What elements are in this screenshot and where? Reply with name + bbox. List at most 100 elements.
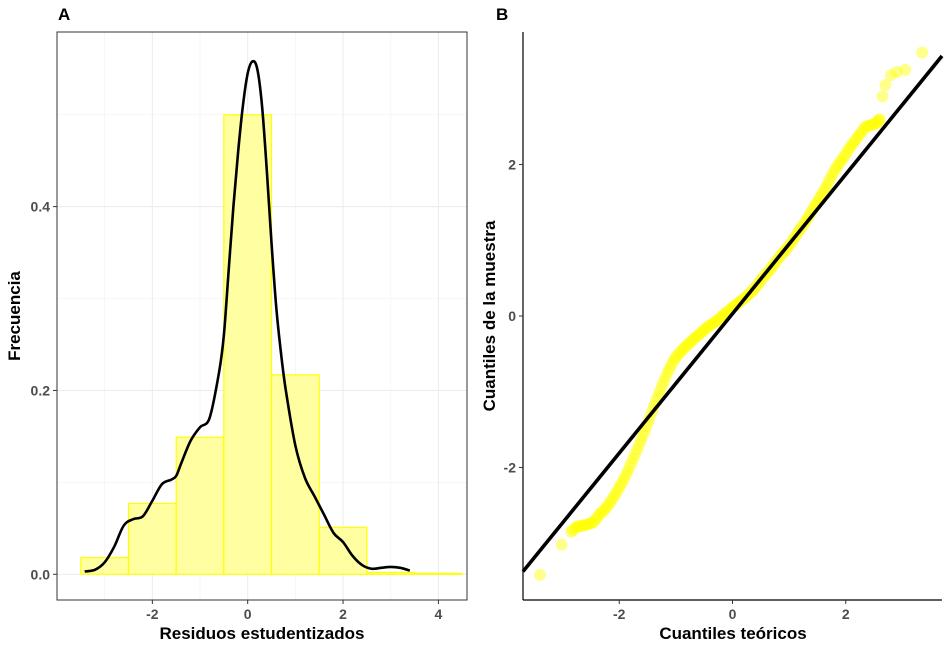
panel-b-x-ticks: -2 0 2 (613, 600, 850, 622)
panel-b: B -2 0 2 -2 0 2 Cuantiles teóricos Cuantiles… (480, 5, 944, 643)
qq-point (693, 328, 706, 341)
qq-point (871, 115, 884, 128)
qq-point (668, 352, 681, 365)
qq-point (608, 489, 621, 502)
density-curve (84, 59, 411, 573)
qq-point (872, 114, 885, 127)
qq-point (678, 341, 691, 354)
qq-point (704, 318, 717, 331)
qq-point (631, 443, 644, 456)
qq-point (825, 169, 838, 182)
qq-point (836, 152, 849, 165)
qq-point (657, 375, 670, 388)
qq-point (572, 520, 585, 533)
qq-point (570, 520, 583, 533)
y-tick-label: 0.2 (31, 382, 51, 398)
y-tick-label: 0 (508, 308, 516, 324)
qq-point (680, 340, 693, 353)
qq-point (676, 343, 689, 356)
panel-b-y-ticks: -2 0 2 (504, 157, 523, 475)
qq-point (653, 385, 666, 398)
x-tick-label: 2 (842, 606, 850, 622)
qq-point (627, 452, 640, 465)
qq-point (593, 508, 606, 521)
qq-point (565, 525, 578, 538)
histogram-bar (318, 526, 368, 575)
qq-point (674, 345, 687, 358)
qq-point (612, 483, 625, 496)
qq-point (625, 456, 638, 469)
panel-b-y-axis-title: Cuantiles de la muestra (480, 220, 499, 411)
qq-point (857, 123, 870, 136)
qq-point (844, 140, 857, 153)
x-tick-label: 0 (729, 606, 737, 622)
qq-point (838, 149, 851, 162)
qq-point (602, 498, 615, 511)
qq-point (636, 429, 649, 442)
qq-point (706, 317, 719, 330)
qq-point (708, 316, 721, 329)
qq-point (831, 160, 844, 173)
qq-point (855, 125, 868, 138)
qq-point (665, 359, 678, 372)
qq-point (716, 310, 729, 323)
qq-point (833, 157, 846, 170)
qq-point (818, 184, 831, 197)
qq-point (614, 479, 627, 492)
qq-point (689, 331, 702, 344)
y-tick-label: 2 (508, 157, 516, 173)
histogram-bar (175, 436, 225, 575)
y-tick-label: -2 (504, 459, 517, 475)
qq-point (842, 143, 855, 156)
y-tick-label: 0.0 (31, 566, 51, 582)
qq-point (701, 321, 714, 334)
qq-point (685, 334, 698, 347)
qq-point (697, 324, 710, 337)
qq-point (574, 520, 587, 533)
qq-point (846, 138, 859, 151)
qq-point (865, 119, 878, 132)
qq-point (867, 118, 880, 131)
qq-point (823, 173, 836, 186)
panel-a-tag: A (58, 5, 70, 24)
qq-point (582, 518, 595, 531)
qq-reference-line (521, 54, 944, 573)
qq-point (868, 117, 881, 130)
histogram-bars (80, 114, 463, 575)
qq-point (578, 519, 591, 532)
qq-point (916, 46, 929, 59)
qq-point (587, 515, 600, 528)
qq-point (670, 350, 683, 363)
qq-point (621, 465, 634, 478)
qq-point (821, 177, 834, 190)
x-tick-label: -2 (613, 606, 626, 622)
qq-point (829, 163, 842, 176)
panel-b-tag: B (496, 5, 508, 24)
qq-point (879, 79, 892, 92)
qq-point (835, 154, 848, 167)
qq-point (702, 320, 715, 333)
qq-point (853, 128, 866, 141)
panel-a-x-ticks: -2 0 2 4 (146, 600, 442, 622)
qq-point (533, 569, 546, 582)
qq-point (816, 187, 829, 200)
qq-point (619, 469, 632, 482)
qq-point (859, 120, 872, 133)
panel-a-border (56, 31, 468, 601)
qq-point (659, 371, 672, 384)
qq-point (589, 513, 602, 526)
qq-point (712, 313, 725, 326)
qq-point (610, 486, 623, 499)
y-tick-label: 0.4 (31, 199, 51, 215)
qq-point (848, 135, 861, 148)
qq-point (663, 363, 676, 376)
qq-point (633, 438, 646, 451)
qq-point (580, 518, 593, 531)
qq-point (890, 66, 903, 79)
qq-point (600, 500, 613, 513)
qq-point (604, 495, 617, 508)
histogram-bar (413, 572, 463, 575)
qq-point (863, 119, 876, 132)
qq-point (597, 504, 610, 517)
qq-point (599, 503, 612, 516)
